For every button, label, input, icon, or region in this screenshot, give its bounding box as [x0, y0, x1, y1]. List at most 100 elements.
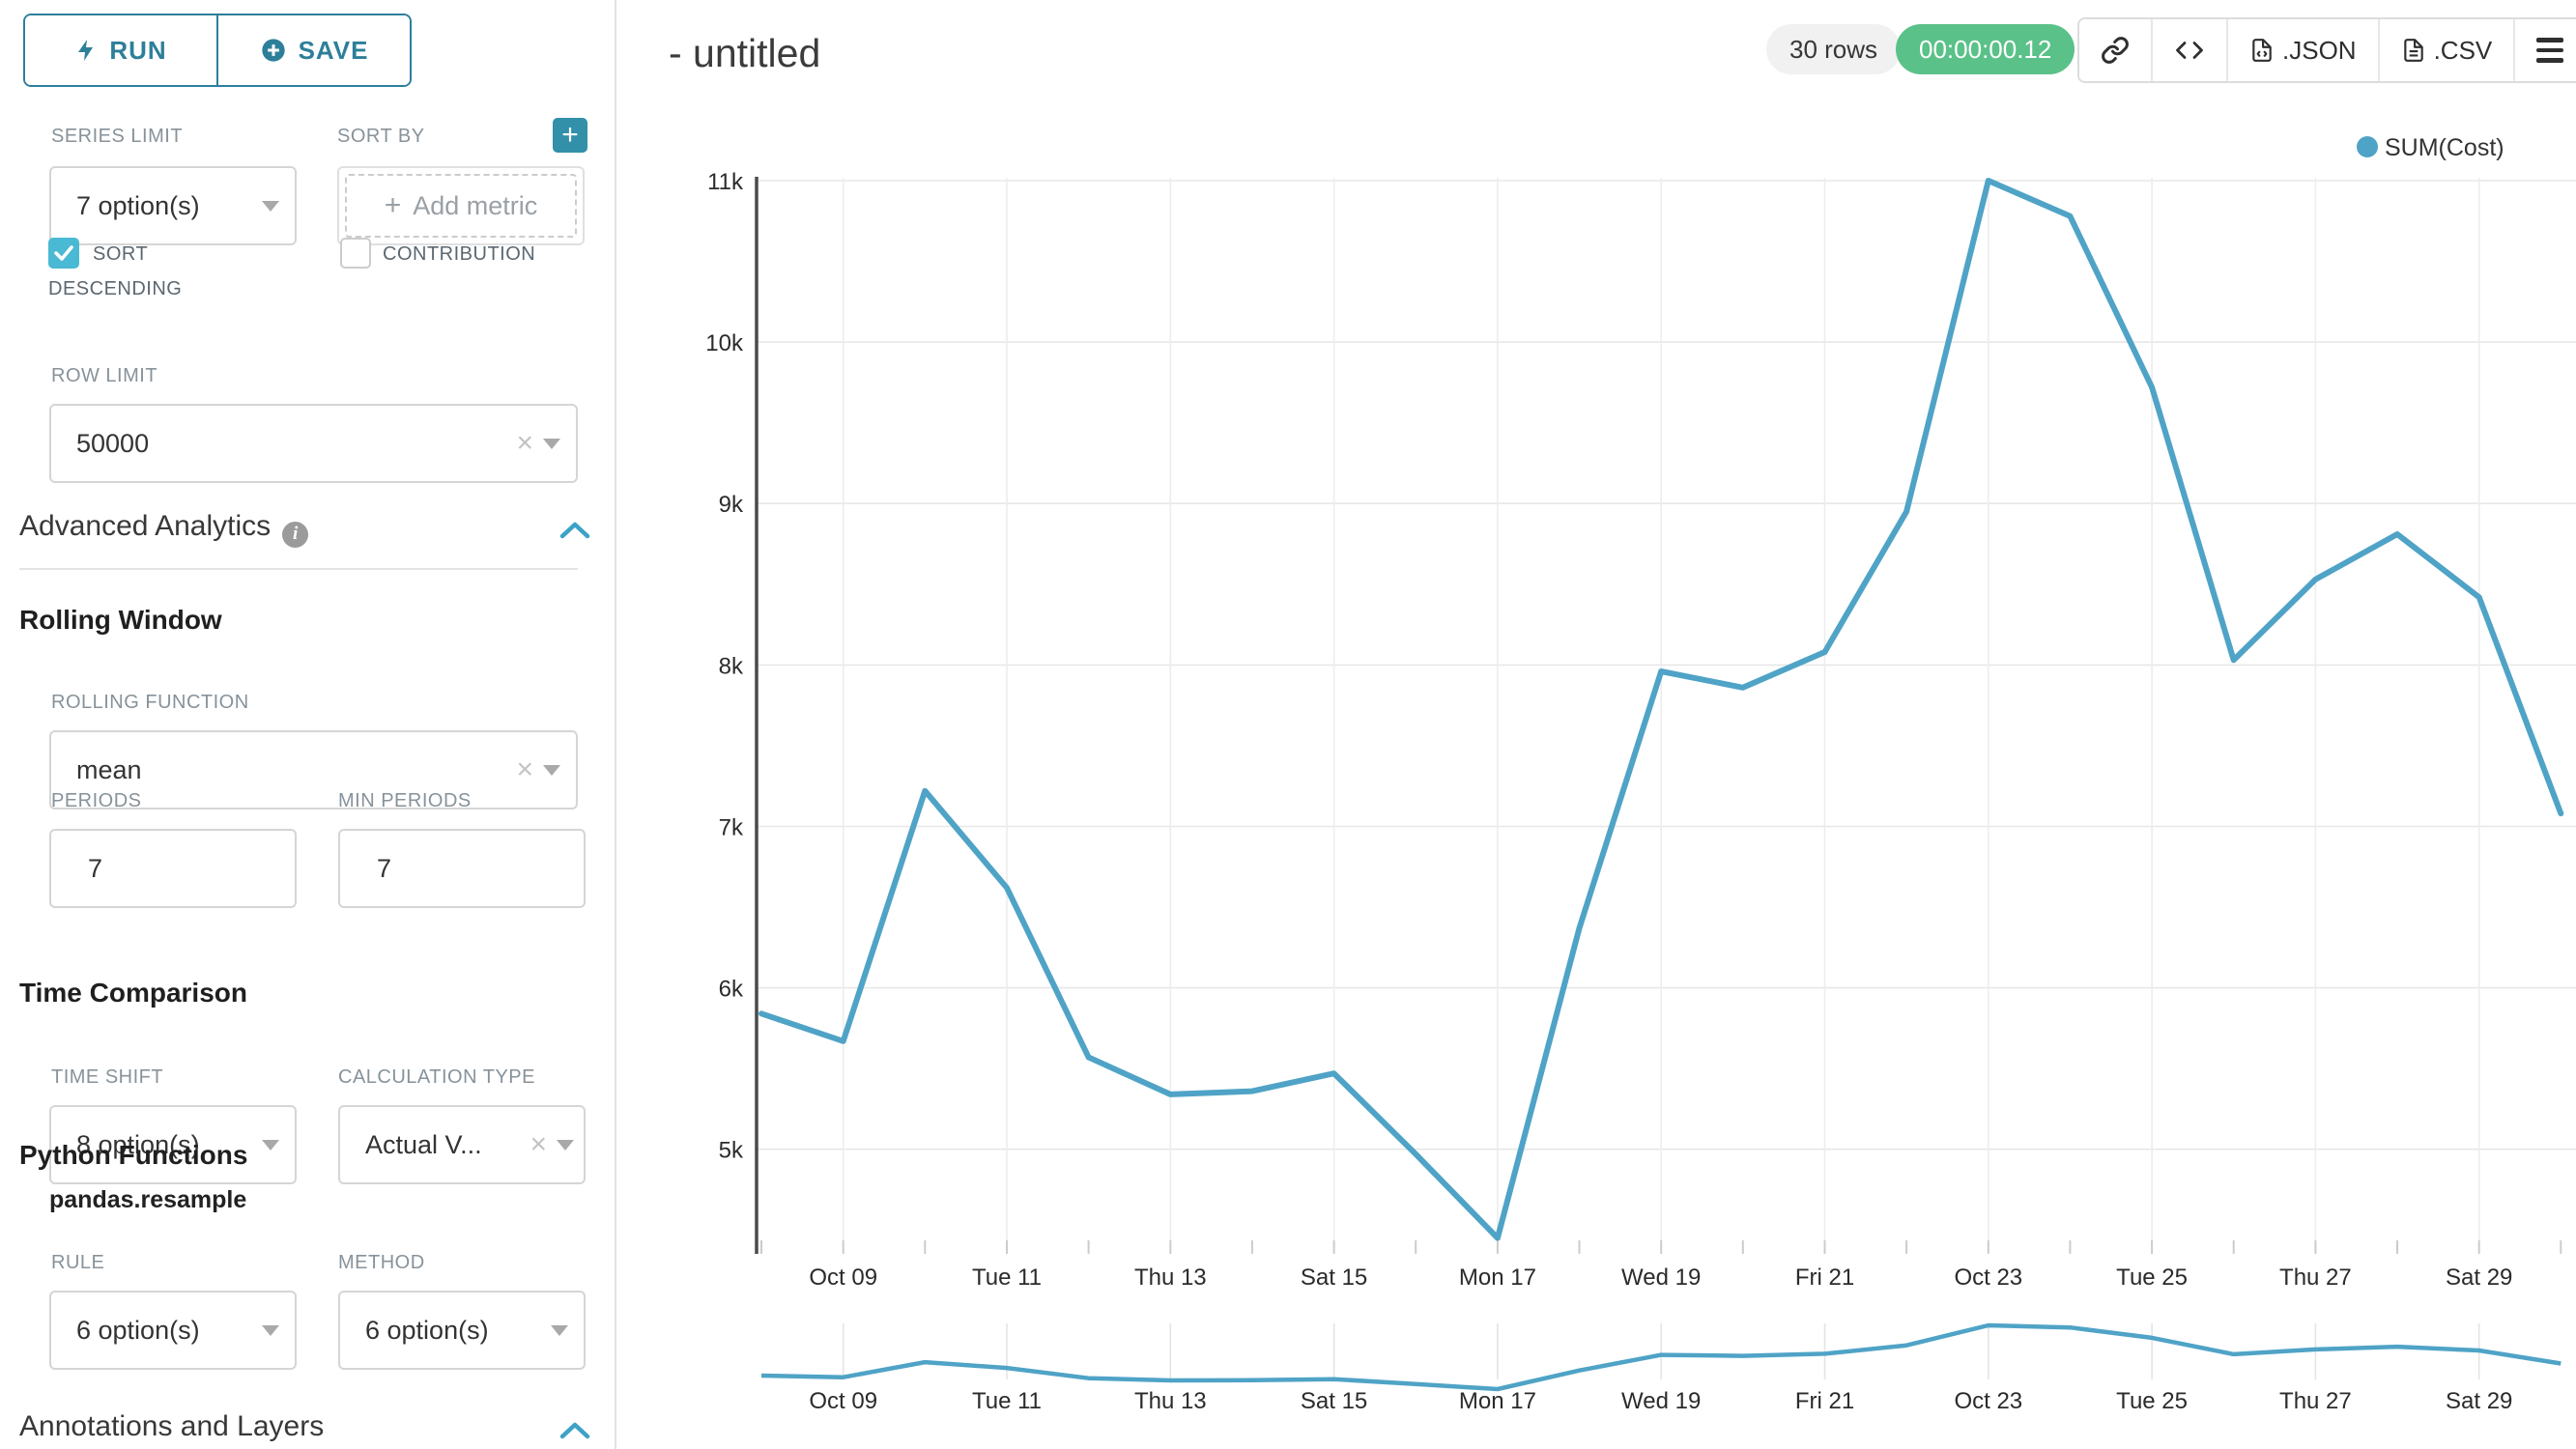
- row-count-badge: 30 rows: [1766, 24, 1902, 74]
- row-limit-label: ROW LIMIT: [51, 365, 158, 386]
- min-periods-label: MIN PERIODS: [338, 790, 472, 811]
- svg-text:11k: 11k: [707, 169, 744, 195]
- export-json-button[interactable]: .JSON: [2226, 19, 2378, 81]
- svg-text:Wed 19: Wed 19: [1621, 1388, 1701, 1414]
- svg-text:Tue 11: Tue 11: [972, 1388, 1042, 1414]
- chevron-down-icon: [557, 1139, 574, 1151]
- time-shift-label: TIME SHIFT: [51, 1066, 164, 1088]
- svg-text:6k: 6k: [719, 977, 744, 1003]
- svg-text:10k: 10k: [705, 330, 744, 356]
- sort-descending-label-2: DESCENDING: [48, 278, 183, 299]
- svg-text:Sat 15: Sat 15: [1301, 1264, 1367, 1291]
- section-divider: [19, 568, 578, 570]
- series-limit-value: 7 option(s): [76, 190, 200, 220]
- periods-input[interactable]: [49, 829, 297, 908]
- chart-panel: - untitled 30 rows 00:00:00.12 .JSON .CS…: [616, 0, 2576, 1449]
- sort-descending-checkbox[interactable]: [48, 238, 79, 269]
- rolling-function-value: mean: [76, 754, 142, 784]
- rule-label: RULE: [51, 1252, 105, 1273]
- file-code-icon: [2252, 39, 2272, 62]
- rolling-function-label: ROLLING FUNCTION: [51, 692, 249, 713]
- periods-label: PERIODS: [51, 790, 142, 811]
- svg-text:Thu 13: Thu 13: [1134, 1388, 1207, 1414]
- svg-text:Sat 29: Sat 29: [2446, 1388, 2512, 1414]
- svg-text:Fri 21: Fri 21: [1795, 1388, 1854, 1414]
- copy-link-button[interactable]: [2079, 19, 2151, 81]
- chevron-down-icon: [262, 200, 279, 212]
- query-timer-badge: 00:00:00.12: [1896, 24, 2075, 74]
- chart-toolbar: .JSON .CSV: [2077, 17, 2576, 83]
- svg-text:Tue 25: Tue 25: [2116, 1264, 2188, 1291]
- svg-text:SUM(Cost): SUM(Cost): [2385, 134, 2504, 161]
- python-functions-title: Python Functions: [19, 1140, 248, 1170]
- time-comparison-title: Time Comparison: [19, 978, 247, 1008]
- run-save-button-group: RUN SAVE: [23, 14, 412, 87]
- save-button[interactable]: SAVE: [216, 15, 410, 85]
- contribution-checkbox[interactable]: [340, 238, 371, 269]
- save-button-label: SAVE: [298, 35, 369, 65]
- plus-icon: +: [561, 119, 579, 151]
- svg-text:Thu 27: Thu 27: [2279, 1388, 2352, 1414]
- svg-text:Sat 29: Sat 29: [2446, 1264, 2512, 1291]
- timeseries-line-chart[interactable]: 5k 6k 7k 8k 9k 10k 11k Oct 09 Oct 09 Tue 11 Tue 11…: [616, 0, 2576, 1449]
- chevron-up-icon[interactable]: [558, 520, 591, 541]
- export-json-label: .JSON: [2282, 35, 2357, 65]
- run-button[interactable]: RUN: [25, 15, 216, 85]
- rule-select[interactable]: 6 option(s): [49, 1291, 297, 1370]
- svg-text:Sat 15: Sat 15: [1301, 1388, 1367, 1414]
- sort-descending-label-1: SORT: [93, 243, 149, 265]
- svg-text:Oct 23: Oct 23: [1954, 1388, 2022, 1414]
- more-options-button[interactable]: [2513, 19, 2576, 81]
- chevron-down-icon: [262, 1139, 279, 1151]
- series-limit-select[interactable]: 7 option(s): [49, 166, 297, 245]
- svg-text:Fri 21: Fri 21: [1795, 1264, 1854, 1291]
- info-icon[interactable]: i: [282, 521, 309, 548]
- lightning-icon: [78, 40, 94, 61]
- annotations-layers-header[interactable]: Annotations and Layers: [19, 1410, 325, 1442]
- calculation-type-value: Actual V...: [365, 1129, 482, 1159]
- calculation-type-select[interactable]: Actual V... ×: [338, 1105, 586, 1184]
- svg-text:Thu 13: Thu 13: [1134, 1264, 1207, 1291]
- series-limit-label: SERIES LIMIT: [51, 126, 184, 147]
- view-query-button[interactable]: [2151, 19, 2226, 81]
- clear-icon[interactable]: ×: [530, 1128, 547, 1160]
- plus-circle-icon: [261, 39, 285, 62]
- chevron-down-icon: [543, 438, 560, 449]
- svg-text:9k: 9k: [719, 492, 744, 518]
- chevron-up-icon[interactable]: [558, 1420, 591, 1441]
- rule-value: 6 option(s): [76, 1315, 200, 1345]
- contribution-label: CONTRIBUTION: [383, 243, 536, 265]
- rolling-function-select[interactable]: mean ×: [49, 730, 578, 810]
- svg-text:Oct 09: Oct 09: [809, 1264, 877, 1291]
- menu-icon: [2536, 38, 2564, 63]
- export-csv-button[interactable]: .CSV: [2377, 19, 2514, 81]
- run-button-label: RUN: [109, 35, 167, 65]
- time-shift-select[interactable]: 8 option(s): [49, 1105, 297, 1184]
- sort-by-label: SORT BY: [337, 126, 425, 147]
- method-select[interactable]: 6 option(s): [338, 1291, 586, 1370]
- advanced-analytics-header[interactable]: Advanced Analytics i: [19, 510, 309, 548]
- plus-icon: +: [384, 189, 402, 221]
- check-icon: [54, 245, 73, 261]
- code-icon: [2176, 42, 2203, 59]
- clear-icon[interactable]: ×: [516, 753, 533, 785]
- chart-title[interactable]: - untitled: [669, 31, 821, 75]
- min-periods-input[interactable]: [338, 829, 586, 908]
- row-limit-select[interactable]: 50000 ×: [49, 404, 578, 483]
- svg-text:Oct 09: Oct 09: [809, 1388, 877, 1414]
- calculation-type-label: CALCULATION TYPE: [338, 1066, 535, 1088]
- svg-text:Oct 23: Oct 23: [1954, 1264, 2022, 1291]
- svg-text:Mon 17: Mon 17: [1459, 1388, 1536, 1414]
- control-sidebar: RUN SAVE SERIES LIMIT SORT BY + 7 option…: [0, 0, 616, 1449]
- pandas-resample-label: pandas.resample: [49, 1186, 247, 1213]
- method-value: 6 option(s): [365, 1315, 489, 1345]
- svg-text:5k: 5k: [719, 1138, 744, 1164]
- svg-text:Thu 27: Thu 27: [2279, 1264, 2352, 1291]
- add-sort-metric-button[interactable]: +: [553, 118, 587, 153]
- chevron-down-icon: [551, 1324, 568, 1336]
- chevron-down-icon: [262, 1324, 279, 1336]
- clear-icon[interactable]: ×: [516, 427, 533, 459]
- file-text-icon: [2403, 39, 2423, 62]
- add-metric-button[interactable]: + Add metric: [345, 174, 577, 238]
